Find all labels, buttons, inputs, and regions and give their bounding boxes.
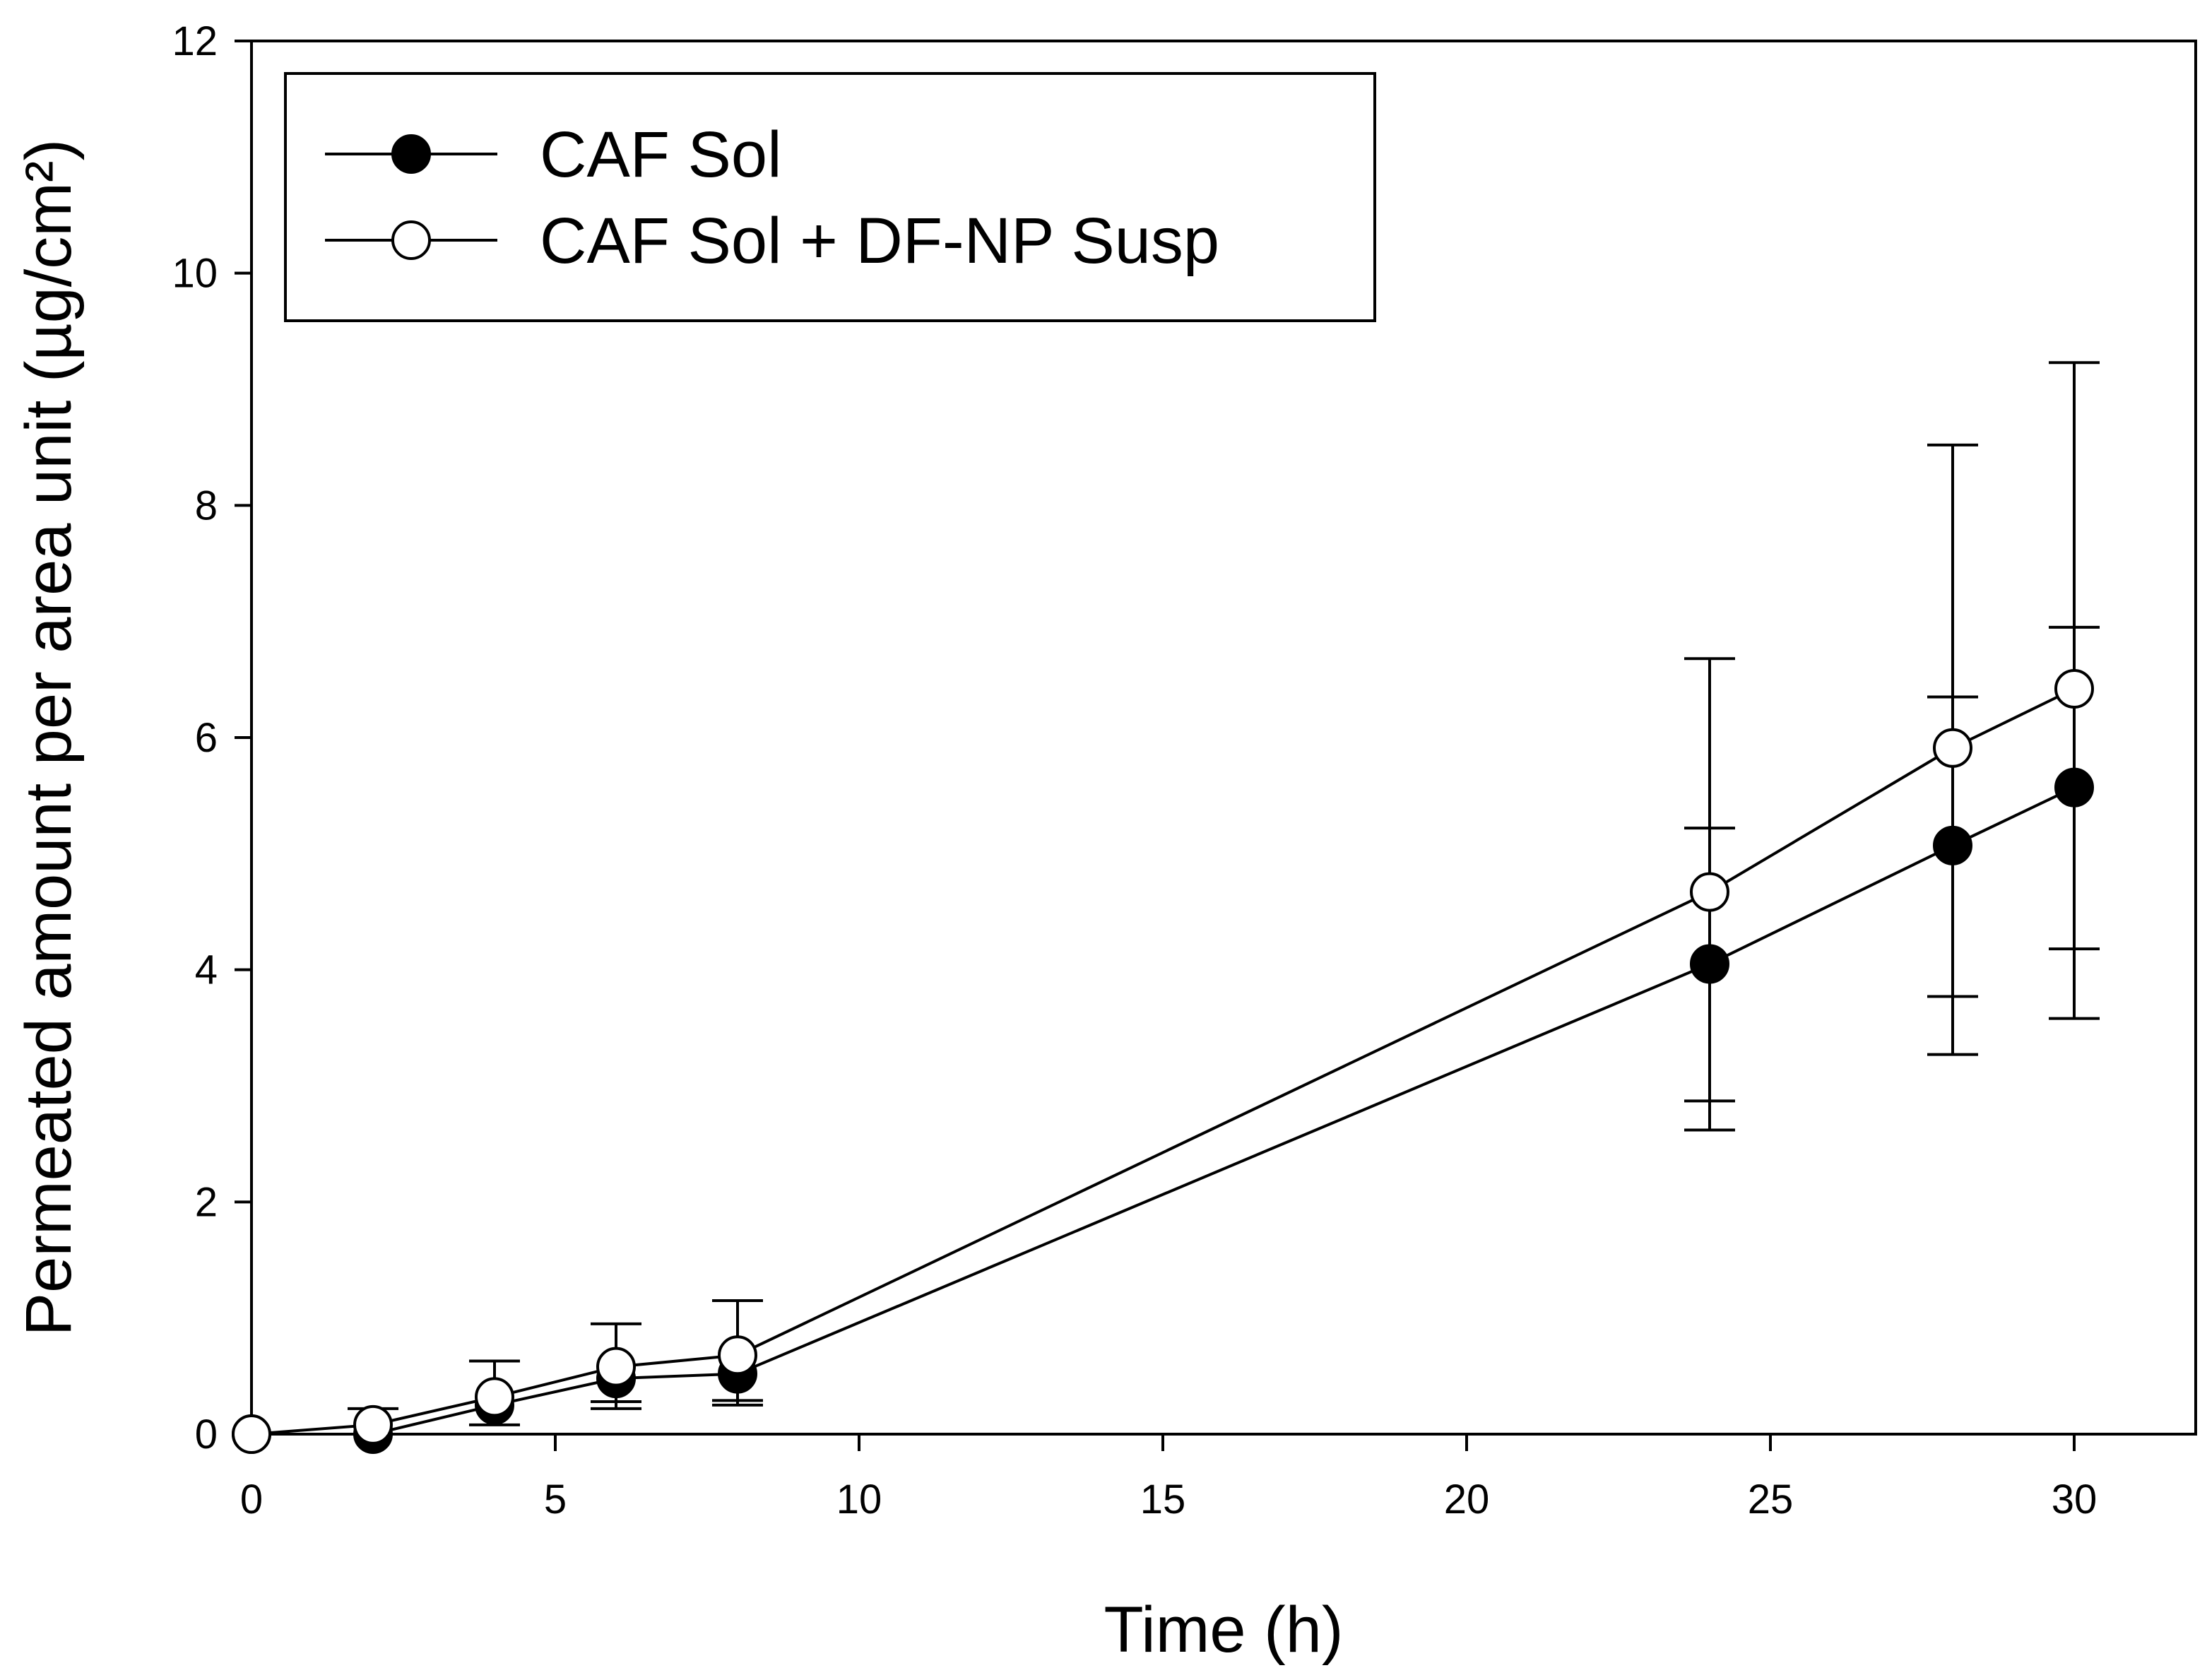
legend-marker-filled [391, 134, 431, 174]
data-point [1690, 944, 1729, 984]
data-point [353, 1404, 393, 1445]
x-tick-label: 15 [1140, 1477, 1186, 1522]
x-tick-label: 20 [1444, 1477, 1490, 1522]
data-point [718, 1335, 757, 1376]
legend-label-caf-sol-df: CAF Sol + DF-NP Susp [540, 205, 1219, 277]
axis-ticks: 0 5 10 15 20 25 30 0 2 4 6 8 10 12 [172, 18, 2097, 1522]
data-point [1933, 728, 1972, 768]
data-point [2054, 668, 2094, 709]
y-tick-label: 2 [195, 1179, 218, 1225]
data-point [2054, 767, 2094, 808]
data-point [232, 1414, 271, 1454]
y-tick-label: 8 [195, 483, 218, 528]
x-axis-title: Time (h) [1104, 1594, 1343, 1666]
legend-marker-open [391, 220, 431, 260]
legend-label-caf-sol: CAF Sol [540, 119, 782, 191]
y-tick-label: 6 [195, 715, 218, 761]
series-markers-caf-sol-df-np-susp [232, 668, 2094, 1454]
y-tick-label: 12 [172, 18, 218, 64]
x-tick-label: 25 [1748, 1477, 1794, 1522]
y-tick-label: 4 [195, 947, 218, 993]
series-caf-sol [252, 625, 2100, 1436]
series-markers-caf-sol [232, 767, 2094, 1454]
series-line [251, 687, 2075, 1436]
y-tick-label: 0 [195, 1412, 218, 1457]
series-caf-sol-df-np-susp [251, 361, 2100, 1436]
y-axis-title: Permeated amount per area unit (µg/cm²) [13, 139, 85, 1336]
data-point [596, 1347, 636, 1387]
x-tick-label: 10 [836, 1477, 882, 1522]
legend-box [284, 72, 1376, 322]
legend: CAF Sol CAF Sol + DF-NP Susp [284, 72, 1376, 322]
x-tick-label: 30 [2052, 1477, 2097, 1522]
series-layer [232, 361, 2100, 1454]
x-tick-label: 5 [544, 1477, 567, 1522]
data-point [1933, 825, 1972, 865]
data-point [1690, 872, 1729, 912]
y-tick-label: 10 [172, 251, 218, 297]
data-point [475, 1377, 514, 1417]
series-line [252, 786, 2075, 1436]
x-tick-label: 0 [240, 1477, 263, 1522]
